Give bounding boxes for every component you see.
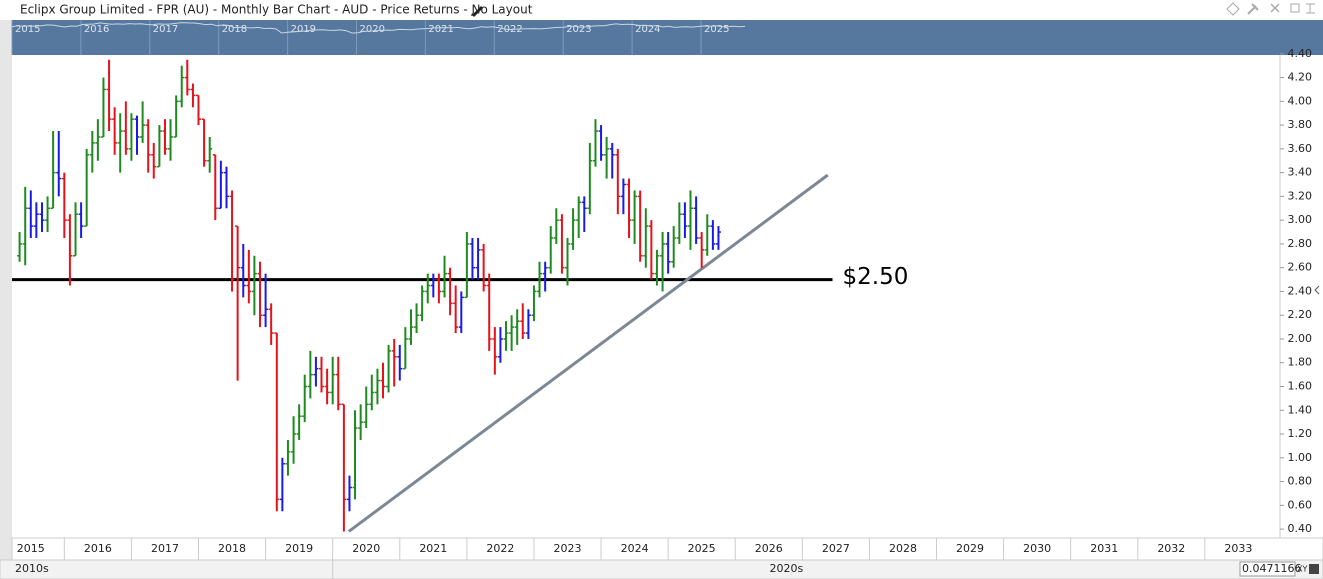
left-strip <box>0 20 12 560</box>
y-tick-label: 3.80 <box>1288 118 1313 131</box>
trend-line <box>347 173 829 533</box>
value-box-text: 0.0471166 <box>1242 562 1302 575</box>
x-tick-label: 2025 <box>688 542 716 555</box>
y-axis-band <box>1280 55 1323 538</box>
y-tick-label: 4.20 <box>1288 71 1313 84</box>
x-tick-label: 2019 <box>285 542 313 555</box>
x-tick-label: 2029 <box>956 542 984 555</box>
restore-icon[interactable] <box>1290 3 1300 13</box>
support-label: $2.50 <box>843 264 909 290</box>
y-tick-label: 2.60 <box>1288 261 1313 274</box>
x-tick-label: 2018 <box>218 542 246 555</box>
y-tick-label: 2.20 <box>1288 308 1313 321</box>
x-tick-label: 2033 <box>1224 542 1252 555</box>
x-tick-label: 2015 <box>17 542 45 555</box>
x-tick-label: 2031 <box>1090 542 1118 555</box>
navigator-label: 2024 <box>635 24 660 35</box>
navigator-label: 2018 <box>222 24 247 35</box>
x-tick-label: 2017 <box>151 542 179 555</box>
x-tick-label: 2022 <box>486 542 514 555</box>
decade-label: 2010s <box>15 562 49 575</box>
navigator-label: 2016 <box>84 24 109 35</box>
navigator-label: 2017 <box>153 24 178 35</box>
x-tick-label: 2028 <box>889 542 917 555</box>
y-tick-label: 4.40 <box>1288 47 1313 60</box>
y-tick-label: 1.80 <box>1288 356 1313 369</box>
y-tick-label: 1.20 <box>1288 427 1313 440</box>
close-icon[interactable] <box>1270 3 1280 13</box>
window-title: Eclipx Group Limited - FPR (AU) - Monthl… <box>20 3 533 17</box>
x-tick-label: 2023 <box>554 542 582 555</box>
x-axis-band <box>11 537 1323 561</box>
y-tick-label: 3.20 <box>1288 189 1313 202</box>
y-tick-label: 2.40 <box>1288 284 1313 297</box>
x-tick-label: 2026 <box>755 542 783 555</box>
y-tick-label: 0.80 <box>1288 475 1313 488</box>
x-tick-label: 2027 <box>822 542 850 555</box>
y-tick-label: 3.60 <box>1288 142 1313 155</box>
x-tick-label: 2020 <box>352 542 380 555</box>
x-tick-label: 2016 <box>84 542 112 555</box>
x-tick-label: 2030 <box>1023 542 1051 555</box>
navigator-label: 2023 <box>566 24 591 35</box>
diamond-icon[interactable] <box>1226 2 1240 16</box>
y-tick-label: 1.60 <box>1288 380 1313 393</box>
edit-icon[interactable] <box>471 6 483 17</box>
menu-icon[interactable] <box>1306 3 1315 14</box>
y-tick-label: 3.00 <box>1288 213 1313 226</box>
x-tick-label: 2021 <box>419 542 447 555</box>
x-tick-label: 2032 <box>1157 542 1185 555</box>
y-tick-label: 3.40 <box>1288 166 1313 179</box>
value-box[interactable] <box>1239 561 1296 577</box>
decade-band <box>0 559 1323 579</box>
x-tick-label: 2024 <box>621 542 649 555</box>
y-tick-label: 2.00 <box>1288 332 1313 345</box>
mode-label: XY <box>1297 565 1307 574</box>
y-tick-label: 1.40 <box>1288 403 1313 416</box>
y-tick-label: 4.00 <box>1288 94 1313 107</box>
y-tick-label: 2.80 <box>1288 237 1313 250</box>
y-tick-label: 0.60 <box>1288 498 1313 511</box>
y-tick-label: 0.40 <box>1288 522 1313 535</box>
pin-icon[interactable] <box>1247 3 1259 15</box>
lock-icon[interactable] <box>1309 564 1319 574</box>
navigator[interactable] <box>12 20 1323 55</box>
collapse-arrow[interactable] <box>1314 285 1320 295</box>
navigator-label: 2020 <box>360 24 385 35</box>
navigator-label: 2019 <box>291 24 316 35</box>
decade-label: 2020s <box>769 562 803 575</box>
navigator-line <box>11 22 746 34</box>
navigator-label: 2025 <box>704 24 729 35</box>
navigator-label: 2015 <box>15 24 40 35</box>
y-tick-label: 1.00 <box>1288 451 1313 464</box>
navigator-label: 2021 <box>428 24 453 35</box>
